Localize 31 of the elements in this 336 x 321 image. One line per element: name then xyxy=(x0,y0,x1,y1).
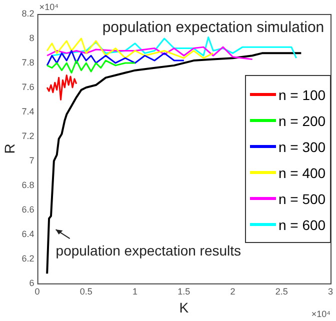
x-tick-label: 3 xyxy=(328,286,334,296)
legend-label: n = 500 xyxy=(278,190,326,207)
legend-label: n = 200 xyxy=(278,112,326,129)
x-tick-label: 0.5 xyxy=(80,286,92,296)
y-tick-label: 6.6 xyxy=(22,204,34,214)
y-tick-label: 7.6 xyxy=(22,82,34,92)
y-tick-label: 6 xyxy=(29,278,34,288)
legend-label: n = 400 xyxy=(278,164,326,181)
y-tick-label: 7.2 xyxy=(22,130,34,141)
y-tick-label: 6.4 xyxy=(22,228,34,239)
legend-label: n = 300 xyxy=(278,138,326,155)
y-tick-label: 6.2 xyxy=(22,253,34,264)
x-tick-label: 2.5 xyxy=(275,286,288,296)
y-tick-label: 7.4 xyxy=(22,106,34,116)
y-tick-label: 8 xyxy=(29,32,34,43)
chart-title: population expectation simulation xyxy=(102,19,324,36)
y-tick-label: 8.2 xyxy=(22,8,34,18)
x-tick-label: 1 xyxy=(132,286,138,296)
legend-label: n = 100 xyxy=(278,86,326,103)
text: ×10⁴ xyxy=(311,308,331,319)
y-tick-label: 6.8 xyxy=(22,180,34,190)
text: ×10⁴ xyxy=(39,2,59,12)
y-tick-label: 7 xyxy=(29,155,34,166)
y-axis-title: R xyxy=(1,144,18,154)
legend-label: n = 600 xyxy=(278,216,326,233)
x-tick-label: 1.5 xyxy=(178,286,190,296)
x-axis-title: K xyxy=(179,299,190,316)
y-tick-label: 7.8 xyxy=(22,57,34,68)
x-tick-label: 0 xyxy=(34,286,40,296)
annotation: population expectation results xyxy=(56,242,242,258)
x-tick-label: 2 xyxy=(230,286,236,296)
